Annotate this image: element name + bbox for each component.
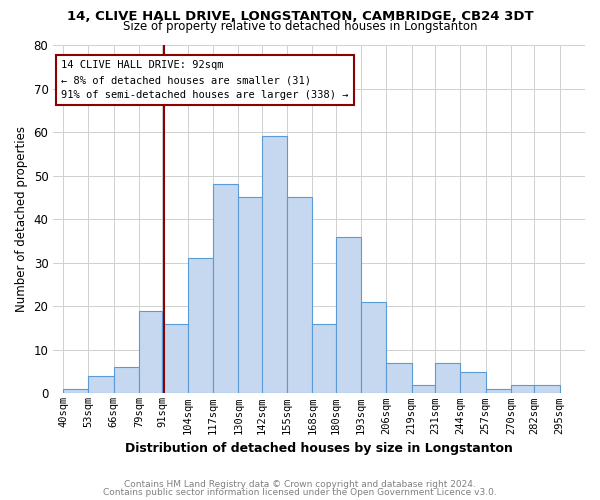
X-axis label: Distribution of detached houses by size in Longstanton: Distribution of detached houses by size … bbox=[125, 442, 513, 455]
Bar bbox=[361, 302, 386, 394]
Bar bbox=[386, 363, 412, 394]
Text: Size of property relative to detached houses in Longstanton: Size of property relative to detached ho… bbox=[123, 20, 477, 33]
Text: 14, CLIVE HALL DRIVE, LONGSTANTON, CAMBRIDGE, CB24 3DT: 14, CLIVE HALL DRIVE, LONGSTANTON, CAMBR… bbox=[67, 10, 533, 23]
Bar bbox=[435, 363, 460, 394]
Bar bbox=[213, 184, 238, 394]
Bar bbox=[163, 324, 188, 394]
Bar bbox=[88, 376, 113, 394]
Bar bbox=[535, 384, 560, 394]
Bar bbox=[460, 372, 485, 394]
Y-axis label: Number of detached properties: Number of detached properties bbox=[15, 126, 28, 312]
Text: Contains public sector information licensed under the Open Government Licence v3: Contains public sector information licen… bbox=[103, 488, 497, 497]
Bar bbox=[412, 384, 435, 394]
Bar bbox=[188, 258, 213, 394]
Bar bbox=[262, 136, 287, 394]
Bar bbox=[511, 384, 535, 394]
Bar bbox=[336, 236, 361, 394]
Text: 14 CLIVE HALL DRIVE: 92sqm
← 8% of detached houses are smaller (31)
91% of semi-: 14 CLIVE HALL DRIVE: 92sqm ← 8% of detac… bbox=[61, 60, 349, 100]
Bar bbox=[63, 389, 88, 394]
Bar bbox=[485, 389, 511, 394]
Bar bbox=[313, 324, 336, 394]
Bar bbox=[238, 198, 262, 394]
Bar bbox=[287, 198, 313, 394]
Text: Contains HM Land Registry data © Crown copyright and database right 2024.: Contains HM Land Registry data © Crown c… bbox=[124, 480, 476, 489]
Bar bbox=[139, 310, 163, 394]
Bar bbox=[113, 368, 139, 394]
